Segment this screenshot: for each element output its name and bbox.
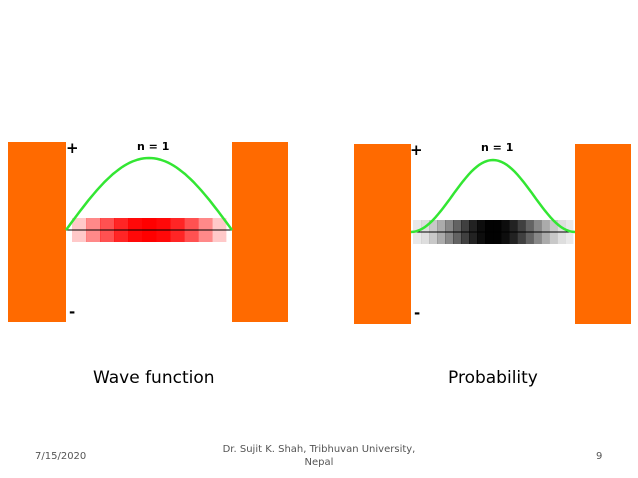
right-wall	[575, 144, 631, 324]
wave-function-panel: + - n = 1	[8, 139, 288, 322]
plus-sign: +	[66, 139, 79, 157]
minus-sign: -	[69, 303, 75, 321]
probability-curve	[410, 158, 576, 234]
footer-author-line2: Nepal	[304, 457, 334, 468]
probability-caption: Probability	[448, 368, 538, 388]
right-wall	[232, 142, 288, 322]
wave-function-caption: Wave function	[93, 368, 215, 388]
wave-curve	[64, 156, 234, 231]
footer-date: 7/15/2020	[35, 451, 87, 462]
footer-author: Dr. Sujit K. Shah, Tribhuvan University,…	[219, 443, 419, 469]
state-label: n = 1	[481, 141, 513, 154]
footer-page-number: 9	[596, 451, 603, 462]
left-wall	[354, 144, 411, 324]
footer-author-line1: Dr. Sujit K. Shah, Tribhuvan University,	[222, 444, 416, 455]
plus-sign: +	[410, 141, 423, 159]
probability-panel: + - n = 1	[354, 141, 631, 324]
left-wall	[8, 142, 66, 322]
state-label: n = 1	[137, 140, 169, 153]
minus-sign: -	[414, 304, 420, 322]
